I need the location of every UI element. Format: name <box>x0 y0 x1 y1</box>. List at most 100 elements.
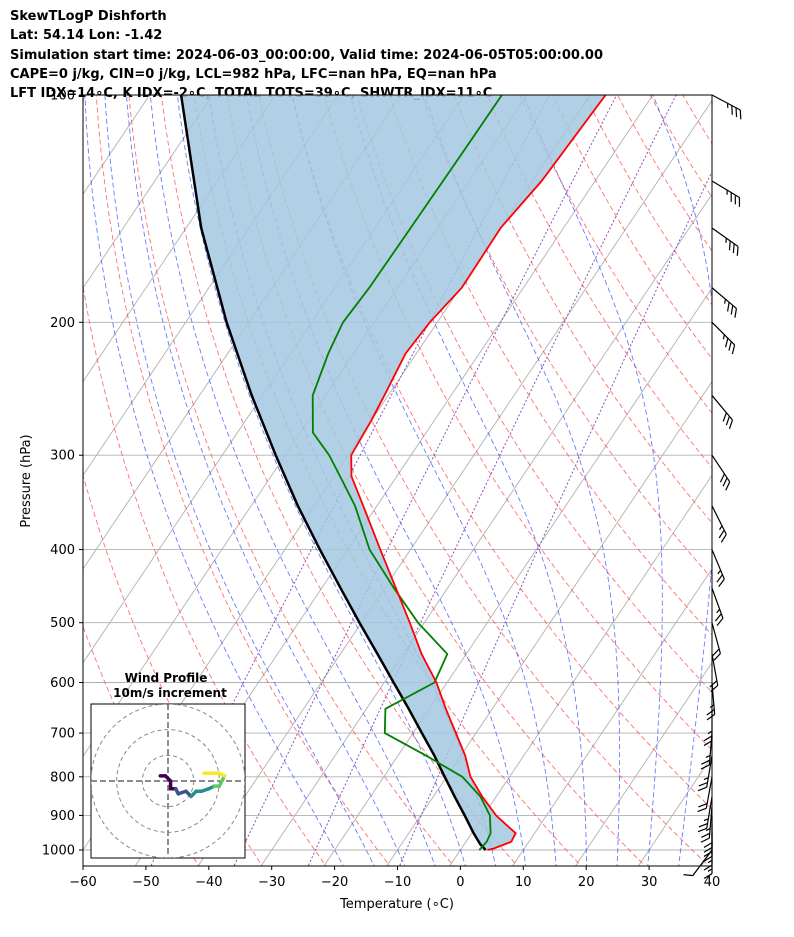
wind-barb-250 <box>711 395 734 430</box>
y-axis-label: Pressure (hPa) <box>19 434 34 527</box>
barb-feather <box>722 412 727 422</box>
wind-barb-180 <box>711 287 738 318</box>
barb-shaft <box>711 287 737 309</box>
x-tick-label: 0 <box>456 875 464 890</box>
wind-barbs <box>683 94 742 880</box>
moist-adiabat--20 <box>84 95 344 866</box>
moist-adiabat-15 <box>291 95 557 866</box>
hodograph-ring-20 <box>116 729 220 833</box>
chart-header: SkewTLogP Dishforth Lat: 54.14 Lon: -1.4… <box>10 7 603 103</box>
isotherm--40 <box>197 99 712 866</box>
x-tick-label: 30 <box>641 875 658 890</box>
moist-adiabat-10 <box>245 95 527 866</box>
barb-feather <box>697 786 707 792</box>
moist-adiabat--10 <box>126 95 406 866</box>
barb-feather <box>703 818 709 822</box>
barb-feather <box>716 574 723 583</box>
barb-feather <box>703 873 713 880</box>
barb-feather <box>719 525 723 531</box>
dry-adiabat-370 <box>454 95 712 524</box>
wind-barb-800 <box>697 776 713 813</box>
wind-barb-450 <box>711 587 724 626</box>
barb-feather <box>713 653 721 661</box>
barb-feather <box>716 617 724 626</box>
x-tick-label: −30 <box>258 875 285 890</box>
barb-feather <box>703 855 713 862</box>
barb-feather <box>714 613 722 622</box>
dry-adiabat-380 <box>486 95 712 469</box>
barb-shaft <box>711 622 721 654</box>
dry-adiabat-390 <box>519 95 712 414</box>
x-tick-label: 40 <box>704 875 721 890</box>
barb-feather <box>703 842 713 848</box>
barb-feather <box>703 846 713 853</box>
barb-shaft <box>706 755 713 788</box>
wind-barb-850 <box>697 796 713 833</box>
parcel-profile-line <box>179 95 487 851</box>
isotherm-20 <box>574 661 712 866</box>
barb-feather <box>706 709 715 716</box>
y-tick-label: 100 <box>50 89 75 104</box>
barb-feather <box>703 740 713 747</box>
dry-adiabat-280 <box>160 95 519 866</box>
wind-barb-200 <box>711 321 736 355</box>
barb-shaft <box>711 180 740 199</box>
barb-feather <box>709 680 718 688</box>
barb-feather <box>701 832 711 838</box>
barb-feather <box>703 851 713 857</box>
barb-feather <box>728 341 732 351</box>
x-tick-label: −40 <box>195 875 222 890</box>
dry-adiabat-410 <box>584 95 712 306</box>
barb-shaft <box>692 849 713 876</box>
y-tick-label: 300 <box>50 449 75 464</box>
barb-shaft <box>711 505 727 535</box>
y-tick-label: 200 <box>50 316 75 331</box>
dry-adiabat-440 <box>682 95 712 145</box>
hodograph-content <box>91 704 245 858</box>
barb-feather <box>697 807 707 813</box>
isotherm-10 <box>512 568 712 866</box>
moist-adiabat-25 <box>424 95 621 866</box>
barb-feather <box>703 777 709 781</box>
x-tick-label: −10 <box>384 875 411 890</box>
axes: −60 −50 −40 −30 −20 −10 0 10 20 30 40 1000 900 800 700… <box>42 89 720 891</box>
barb-shaft <box>705 776 713 809</box>
dry-adiabat-250 <box>83 283 327 866</box>
barb-feather <box>718 578 725 587</box>
barb-feather <box>728 419 734 430</box>
x-tick-label: 20 <box>578 875 595 890</box>
x-tick-label: −60 <box>69 875 96 890</box>
y-tick-label: 700 <box>50 727 75 742</box>
barb-feather <box>722 334 726 340</box>
barb-shaft <box>711 549 725 580</box>
cin-shading <box>181 95 606 850</box>
x-tick-label: −20 <box>321 875 348 890</box>
barb-shaft <box>711 227 739 248</box>
dry-adiabat-320 <box>291 95 712 810</box>
y-tick-label: 500 <box>50 616 75 631</box>
x-axis-label: Temperature (∘C) <box>339 897 454 912</box>
dry-adiabat-340 <box>356 95 712 693</box>
barb-feather <box>705 828 711 832</box>
y-tick-label: 800 <box>50 770 75 785</box>
barb-shaft <box>711 587 724 619</box>
hodograph-ring-10 <box>141 754 195 808</box>
y-tick-label: 900 <box>50 809 75 824</box>
isotherm--10 <box>386 380 712 866</box>
barb-feather <box>736 246 739 256</box>
wind-barb-300 <box>711 454 731 491</box>
barb-feather <box>719 473 725 483</box>
barb-feather <box>707 730 713 735</box>
y-tick-label: 1000 <box>42 844 75 859</box>
barb-feather <box>712 648 720 657</box>
y-tick-label: 600 <box>50 676 75 691</box>
station-coordinates: Lat: 54.14 Lon: -1.42 <box>10 28 163 44</box>
moist-adiabat-30 <box>522 95 663 866</box>
barb-feather <box>697 827 707 833</box>
dry-adiabat-260 <box>95 95 391 866</box>
barb-feather <box>728 240 731 251</box>
barb-feather <box>730 305 734 315</box>
moist-adiabat-35 <box>652 95 712 866</box>
wind-barb-500 <box>711 622 721 661</box>
